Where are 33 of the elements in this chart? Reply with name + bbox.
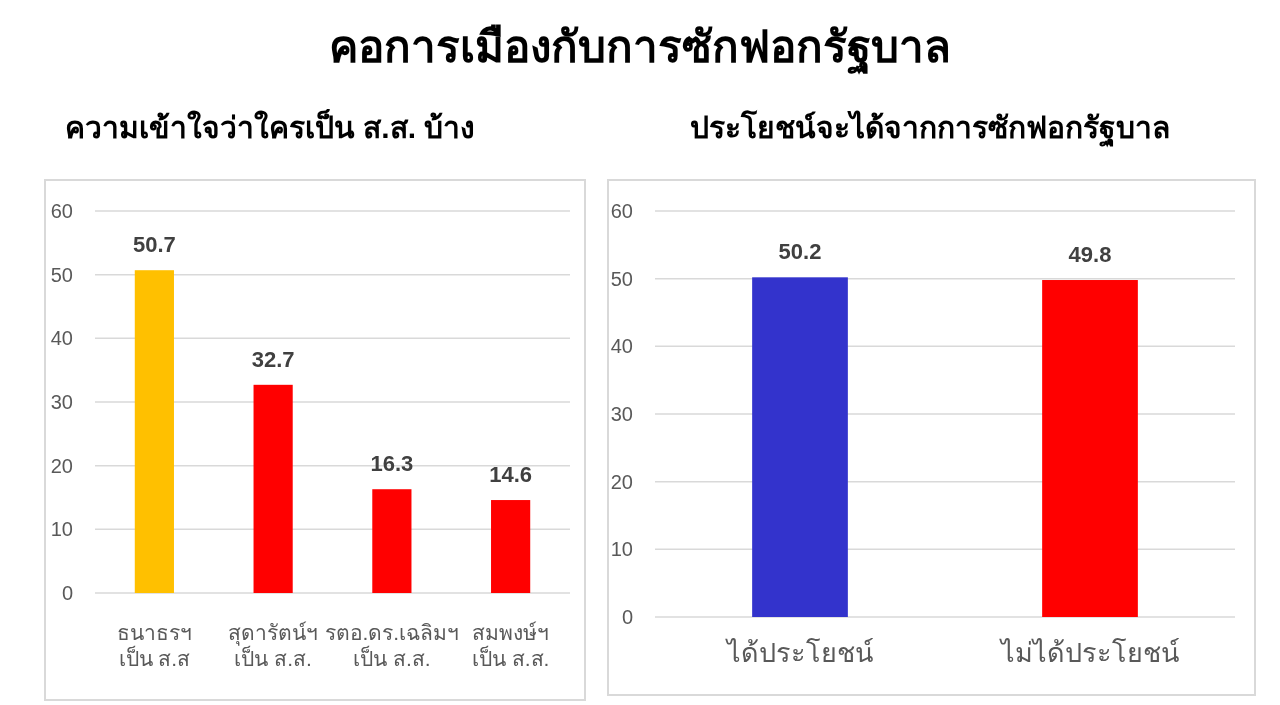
y-tick-label: 10 xyxy=(610,538,633,561)
bar xyxy=(253,384,293,593)
x-tick-label: ได้ประโยชน์ xyxy=(725,637,874,668)
data-label: 14.6 xyxy=(489,462,533,488)
y-tick-label: 10 xyxy=(50,518,73,541)
x-tick-label: ธนาธรฯ เป็น ส.ส xyxy=(116,621,192,671)
data-label: 16.3 xyxy=(370,451,414,477)
chart-title: ประโยชน์จะได้จากการซักฟอกรัฐบาล xyxy=(690,109,1170,148)
y-tick-label: 20 xyxy=(50,454,73,477)
bar xyxy=(491,500,531,593)
y-tick-label: 40 xyxy=(50,327,73,350)
y-tick-label: 0 xyxy=(61,582,73,604)
y-tick-label: 60 xyxy=(50,200,73,222)
y-tick-label: 0 xyxy=(621,606,633,628)
x-tick-label: สมพงษ์ฯ เป็น ส.ส. xyxy=(471,621,550,671)
bar xyxy=(372,489,412,593)
x-tick-label: ไม่ได้ประโยชน์ xyxy=(999,637,1180,668)
data-label: 50.2 xyxy=(778,239,822,265)
y-tick-label: 20 xyxy=(610,470,633,493)
data-label: 50.7 xyxy=(132,232,176,258)
y-tick-label: 30 xyxy=(610,403,633,425)
y-tick-label: 50 xyxy=(610,267,633,290)
bar xyxy=(134,270,174,593)
chart-title: คอการเมืองกับการซักฟอกรัฐบาล xyxy=(329,22,951,75)
y-tick-label: 60 xyxy=(610,200,633,222)
data-label: 32.7 xyxy=(251,346,295,372)
x-tick-label: รตอ.ดร.เฉลิมฯ เป็น ส.ส. xyxy=(324,621,460,671)
data-label: 49.8 xyxy=(1068,242,1112,268)
y-tick-label: 40 xyxy=(610,335,633,358)
x-tick-label: สุดารัตน์ฯ เป็น ส.ส. xyxy=(228,621,319,671)
chart-subtitle: ความเข้าใจว่าใครเป็น ส.ส. บ้าง xyxy=(65,109,476,144)
y-tick-label: 30 xyxy=(50,391,73,413)
y-tick-label: 50 xyxy=(50,263,73,286)
